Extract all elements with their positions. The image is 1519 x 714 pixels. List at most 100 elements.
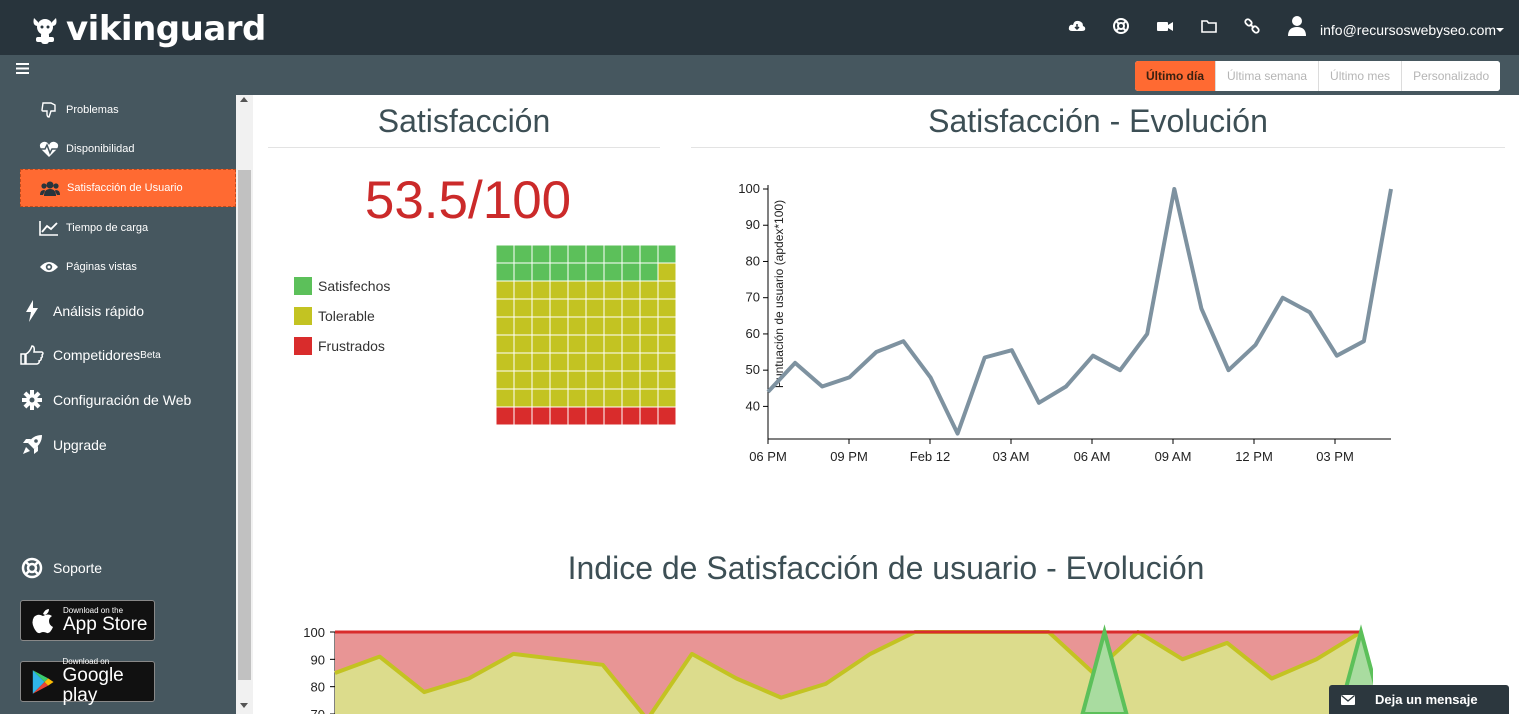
satisfaction-index-area-chart: 708090100Porcentaje xyxy=(303,624,1373,714)
legend-tolerable: Tolerable xyxy=(294,307,375,325)
waffle-cell xyxy=(658,407,676,425)
waffle-cell xyxy=(622,317,640,335)
video-camera-icon[interactable] xyxy=(1156,17,1174,35)
scroll-down-arrow-icon[interactable] xyxy=(240,703,248,708)
waffle-cell xyxy=(622,281,640,299)
chevron-down-icon[interactable] xyxy=(1496,28,1504,32)
satisfaction-divider xyxy=(268,147,660,148)
satisfaction-title: Satisfacción xyxy=(377,103,551,139)
waffle-cell xyxy=(532,407,550,425)
waffle-cell xyxy=(496,407,514,425)
sidebar-item-soporte[interactable]: Soporte xyxy=(20,553,102,583)
sidebar-item-label: Competidores xyxy=(53,347,141,363)
waffle-cell xyxy=(568,335,586,353)
sidebar-item-tiempo-de-carga[interactable]: Tiempo de carga xyxy=(20,209,236,247)
hamburger-menu-icon[interactable] xyxy=(16,63,29,74)
y-tick-label: 100 xyxy=(738,181,760,196)
waffle-cell xyxy=(640,299,658,317)
sidebar-item-label: Tiempo de carga xyxy=(66,222,149,234)
heartbeat-icon xyxy=(39,141,59,157)
line-chart-icon xyxy=(39,221,58,236)
range-last-day-button[interactable]: Último día xyxy=(1135,61,1217,91)
link-icon[interactable] xyxy=(1243,17,1261,35)
sidebar-scrollbar[interactable] xyxy=(236,95,253,714)
waffle-cell xyxy=(586,263,604,281)
chat-widget-button[interactable]: Deja un mensaje xyxy=(1329,685,1509,714)
scrollbar-thumb[interactable] xyxy=(238,170,251,680)
waffle-cell xyxy=(604,299,622,317)
waffle-cell xyxy=(550,245,568,263)
waffle-cell xyxy=(514,281,532,299)
y-axis-label: Puntuación de usuario (apdex*100) xyxy=(772,200,786,388)
sidebar-item-upgrade[interactable]: Upgrade xyxy=(20,430,107,460)
waffle-cell xyxy=(532,353,550,371)
folder-icon[interactable] xyxy=(1200,17,1218,35)
sidebar-item-configuracion-web[interactable]: Configuración de Web xyxy=(20,385,191,415)
range-custom-button[interactable]: Personalizado xyxy=(1402,61,1501,91)
waffle-cell xyxy=(568,371,586,389)
waffle-cell xyxy=(640,245,658,263)
brand-logo[interactable]: vikinguard xyxy=(30,10,266,48)
sidebar-item-paginas-vistas[interactable]: Páginas vistas xyxy=(20,248,236,286)
brand-name: vikinguard xyxy=(66,9,266,49)
time-range-selector: Último día Última semana Último mes Pers… xyxy=(1135,61,1501,91)
apple-icon xyxy=(32,608,53,633)
main-content: Satisfacción 53.5/100 Satisfechos Tolera… xyxy=(253,95,1519,714)
waffle-cell xyxy=(514,245,532,263)
lifebuoy-icon[interactable] xyxy=(1112,17,1130,35)
sidebar-item-competidores[interactable]: Competidores Beta xyxy=(20,340,161,370)
satisfaction-evolution-chart: 40 50 60 70 80 90 100 06 PM 09 PM Feb 12 03 AM 06 A… xyxy=(738,181,1393,464)
sidebar-item-problemas[interactable]: Problemas xyxy=(20,91,236,129)
legend-label: Satisfechos xyxy=(318,278,391,294)
eye-icon xyxy=(40,262,58,272)
waffle-cell xyxy=(532,371,550,389)
waffle-cell xyxy=(622,263,640,281)
waffle-cell xyxy=(568,299,586,317)
scroll-up-arrow-icon[interactable] xyxy=(240,97,248,102)
waffle-cell xyxy=(568,389,586,407)
sidebar-item-analisis-rapido[interactable]: Análisis rápido xyxy=(20,296,144,326)
waffle-cell xyxy=(658,371,676,389)
legend-frustrated: Frustrados xyxy=(294,337,385,355)
waffle-cell xyxy=(514,407,532,425)
waffle-cell xyxy=(622,299,640,317)
waffle-cell xyxy=(640,335,658,353)
sidebar-item-label: Satisfacción de Usuario xyxy=(67,182,183,194)
beta-badge: Beta xyxy=(140,349,161,361)
user-icon[interactable] xyxy=(1287,15,1307,37)
waffle-cell xyxy=(586,389,604,407)
x-tick-label: 09 AM xyxy=(1155,449,1192,464)
users-icon xyxy=(40,181,60,196)
user-email[interactable]: info@recursoswebyseo.com xyxy=(1320,22,1497,38)
sidebar-item-disponibilidad[interactable]: Disponibilidad xyxy=(20,130,236,168)
waffle-cell xyxy=(586,353,604,371)
google-play-icon xyxy=(32,669,54,694)
sidebar-item-label: Disponibilidad xyxy=(66,143,135,155)
sidebar-item-label: Soporte xyxy=(53,560,103,576)
waffle-cell xyxy=(550,371,568,389)
thumbs-down-icon xyxy=(41,102,56,118)
waffle-cell xyxy=(586,371,604,389)
gear-icon xyxy=(22,390,42,410)
rocket-icon xyxy=(23,435,42,454)
waffle-cell xyxy=(586,407,604,425)
legend-swatch xyxy=(294,307,312,325)
waffle-cell xyxy=(514,353,532,371)
sidebar-item-satisfaccion[interactable]: Satisfacción de Usuario xyxy=(20,169,236,207)
waffle-cell xyxy=(568,407,586,425)
legend-label: Tolerable xyxy=(318,308,375,324)
waffle-cell xyxy=(604,263,622,281)
waffle-cell xyxy=(550,299,568,317)
waffle-cell xyxy=(532,245,550,263)
waffle-cell xyxy=(514,371,532,389)
waffle-cell xyxy=(658,299,676,317)
cloud-download-icon[interactable] xyxy=(1068,17,1086,35)
range-last-week-button[interactable]: Última semana xyxy=(1216,61,1320,91)
bolt-icon xyxy=(26,300,38,322)
range-last-month-button[interactable]: Último mes xyxy=(1319,61,1403,91)
app-store-badge[interactable]: Download on the App Store xyxy=(20,600,155,641)
google-play-badge[interactable]: Download on Google play xyxy=(20,657,155,706)
sidebar-item-label: Configuración de Web xyxy=(53,392,192,408)
waffle-cell xyxy=(640,263,658,281)
waffle-cell xyxy=(532,263,550,281)
